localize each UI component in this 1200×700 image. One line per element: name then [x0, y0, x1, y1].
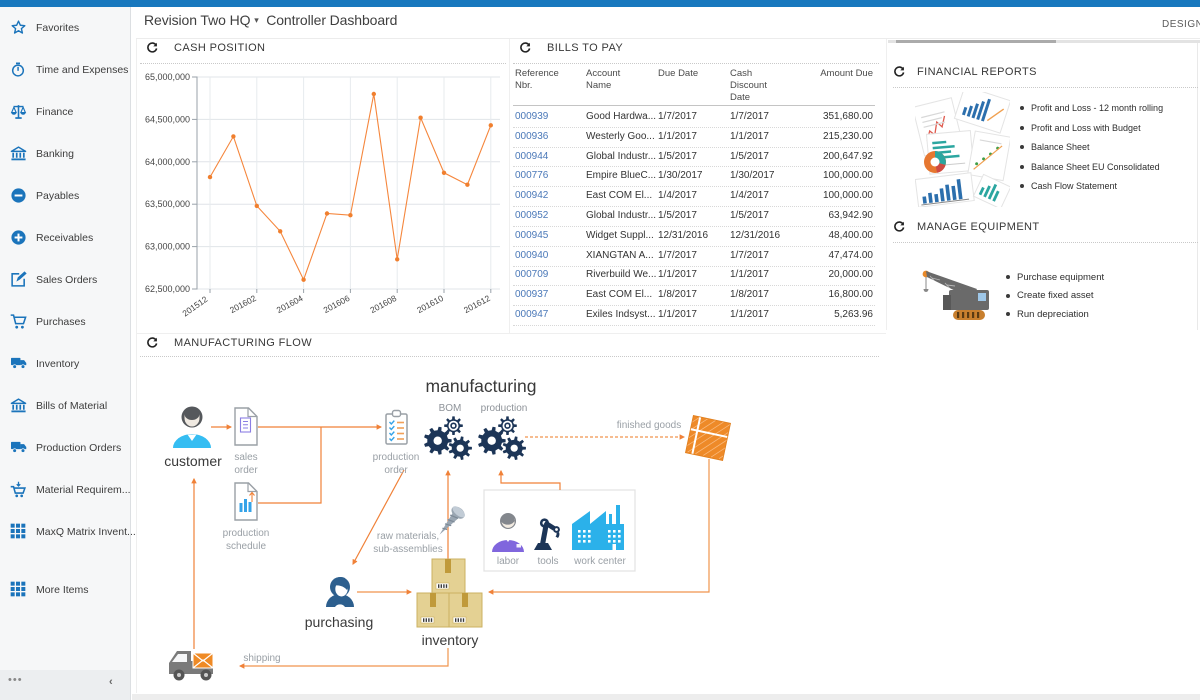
svg-text:inventory: inventory: [422, 632, 479, 648]
svg-text:shipping: shipping: [243, 653, 280, 664]
svg-text:purchasing: purchasing: [305, 614, 374, 630]
svg-text:64,000,000: 64,000,000: [145, 157, 190, 167]
svg-text:63,000,000: 63,000,000: [145, 242, 190, 252]
svg-text:sub-assemblies: sub-assemblies: [373, 544, 442, 555]
svg-text:64,500,000: 64,500,000: [145, 114, 190, 124]
svg-text:63,500,000: 63,500,000: [145, 199, 190, 209]
svg-text:201610: 201610: [415, 293, 445, 315]
svg-text:production: production: [373, 452, 420, 463]
svg-text:schedule: schedule: [226, 541, 266, 552]
svg-text:work center: work center: [573, 556, 626, 567]
svg-text:raw materials,: raw materials,: [377, 531, 439, 542]
svg-text:production: production: [481, 403, 528, 414]
svg-text:65,000,000: 65,000,000: [145, 72, 190, 82]
svg-text:manufacturing: manufacturing: [426, 376, 537, 396]
svg-text:201604: 201604: [275, 293, 305, 315]
svg-text:customer: customer: [164, 453, 222, 469]
svg-text:201512: 201512: [180, 294, 209, 319]
svg-text:BOM: BOM: [439, 403, 462, 414]
svg-text:62,500,000: 62,500,000: [145, 284, 190, 294]
svg-text:tools: tools: [537, 556, 558, 567]
svg-text:201602: 201602: [228, 293, 258, 315]
svg-text:sales: sales: [234, 452, 257, 463]
svg-text:finished goods: finished goods: [617, 420, 682, 431]
svg-text:labor: labor: [497, 556, 520, 567]
svg-text:production: production: [223, 528, 270, 539]
svg-text:201606: 201606: [322, 293, 352, 315]
svg-text:201608: 201608: [368, 293, 398, 315]
svg-text:order: order: [234, 465, 258, 476]
svg-text:201612: 201612: [462, 293, 492, 315]
svg-text:order: order: [384, 465, 408, 476]
